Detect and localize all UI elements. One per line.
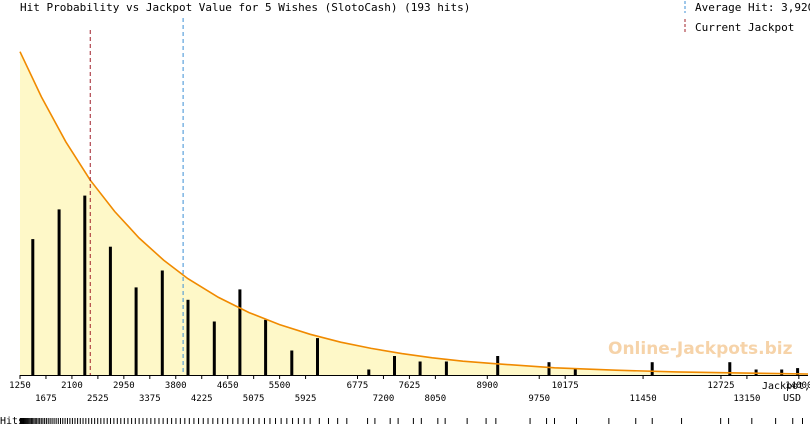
hit-bar [754, 369, 758, 375]
x-tick-label: 14000 [785, 381, 810, 391]
hit-bar [418, 361, 422, 375]
hit-bar [444, 361, 448, 375]
hit-bar [547, 362, 551, 375]
x-tick-label: 2525 [87, 394, 109, 404]
x-tick-label: 2100 [61, 381, 83, 391]
x-tick-label: 13150 [733, 394, 760, 404]
hit-bar [31, 239, 35, 375]
x-tick-label: 7625 [399, 381, 421, 391]
legend-current-jackpot-label: Current Jackpot [695, 21, 794, 34]
probability-curve [19, 51, 809, 375]
probability-area [20, 51, 808, 375]
x-tick-label: 8050 [425, 394, 447, 404]
chart-title: Hit Probability vs Jackpot Value for 5 W… [20, 1, 470, 14]
hit-bar [393, 356, 396, 375]
x-tick-label: 5075 [243, 394, 265, 404]
watermark: Online-Jackpots.biz [608, 339, 793, 359]
x-axis-ticks: 1250 2100 2950 3800 4650 5500 6775 7625 8900 1017… [9, 375, 810, 404]
hit-bar [573, 368, 577, 375]
legend: Average Hit: 3,920 Current Jackpot [684, 1, 810, 34]
x-tick-label: 4650 [217, 381, 239, 391]
hit-bar [264, 319, 268, 375]
hit-bar [134, 287, 138, 375]
legend-average-hit-label: Average Hit: 3,920 [695, 1, 810, 14]
hit-bar [186, 299, 190, 375]
x-tick-label: 5500 [269, 381, 291, 391]
hit-bar [796, 368, 800, 375]
x-tick-label: 2950 [113, 381, 135, 391]
x-tick-label: 1250 [9, 381, 31, 391]
hit-bar [650, 362, 654, 375]
hits-rug [19, 418, 804, 424]
hit-bar [160, 270, 164, 375]
hit-bar [290, 350, 294, 375]
hit-bar [316, 338, 319, 375]
hit-bar [367, 369, 371, 375]
hit-bar [780, 369, 784, 375]
x-tick-label: 5925 [295, 394, 317, 404]
hit-bar [83, 195, 87, 375]
hit-bar [496, 356, 500, 375]
hits-rug-label: Hits [0, 416, 24, 425]
x-tick-label: 12725 [707, 381, 734, 391]
x-tick-label: 6775 [347, 381, 369, 391]
plot-area [19, 18, 809, 375]
x-tick-label: 9750 [528, 394, 550, 404]
x-axis-label-line2: USD [783, 393, 801, 404]
hit-bar [238, 289, 242, 375]
hit-bar [108, 246, 112, 375]
hit-bar [212, 321, 216, 375]
x-tick-label: 4225 [191, 394, 213, 404]
x-tick-label: 7200 [373, 394, 395, 404]
x-tick-label: 8900 [476, 381, 498, 391]
hit-bar [57, 209, 61, 375]
x-tick-label: 11450 [630, 394, 657, 404]
x-tick-label: 3375 [139, 394, 161, 404]
x-tick-label: 3800 [165, 381, 187, 391]
hit-bar [728, 362, 732, 375]
x-axis-label-line1: Jackpot, [762, 381, 810, 392]
x-tick-label: 1675 [35, 394, 57, 404]
x-tick-label: 10175 [552, 381, 579, 391]
